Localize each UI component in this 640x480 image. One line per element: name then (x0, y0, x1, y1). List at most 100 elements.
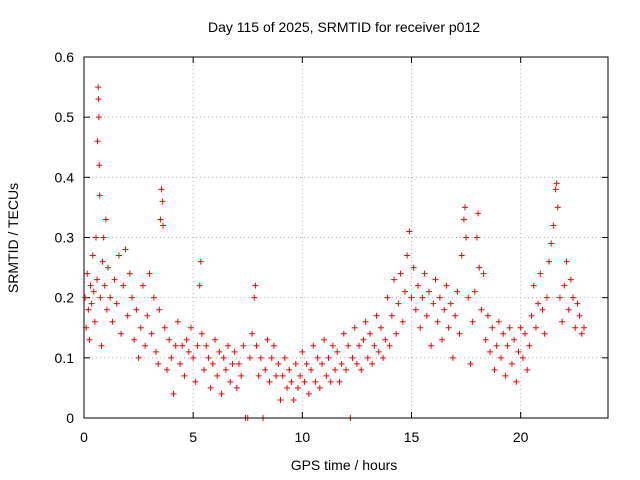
data-point (160, 222, 167, 229)
data-point (321, 336, 328, 343)
data-point (498, 354, 505, 361)
data-point (266, 378, 273, 385)
data-point (421, 270, 428, 277)
data-point (89, 252, 96, 259)
data-point (122, 246, 129, 253)
data-point (166, 336, 173, 343)
data-point (371, 342, 378, 349)
data-point (262, 366, 269, 373)
data-point (190, 354, 197, 361)
data-point (126, 270, 133, 277)
data-point (174, 318, 181, 325)
data-point (373, 312, 380, 319)
data-point (432, 276, 439, 283)
data-point (133, 306, 140, 313)
data-point (467, 360, 474, 367)
data-points (82, 84, 587, 421)
data-point (554, 204, 561, 211)
data-point (415, 282, 422, 289)
data-point (386, 342, 393, 349)
data-point (434, 318, 441, 325)
data-point (530, 282, 537, 289)
data-point (334, 348, 341, 355)
data-point (443, 282, 450, 289)
data-point (471, 288, 478, 295)
data-point (135, 354, 142, 361)
data-point (159, 198, 166, 205)
data-point (515, 348, 522, 355)
data-point (257, 354, 264, 361)
data-point (96, 162, 103, 169)
data-point (197, 258, 204, 265)
data-point (511, 336, 518, 343)
data-point (574, 300, 581, 307)
data-point (356, 342, 363, 349)
data-point (543, 294, 550, 301)
data-point (155, 360, 162, 367)
data-point (227, 378, 234, 385)
data-point (391, 276, 398, 283)
y-tick-label: 0.3 (55, 230, 75, 246)
data-point (369, 360, 376, 367)
data-point (109, 318, 116, 325)
data-point (580, 324, 587, 331)
data-point (519, 354, 526, 361)
data-point (447, 300, 454, 307)
data-point (395, 300, 402, 307)
data-point (482, 336, 489, 343)
data-point (475, 210, 482, 217)
data-point (436, 294, 443, 301)
data-point (495, 318, 502, 325)
data-point (236, 360, 243, 367)
data-point (502, 372, 509, 379)
data-point (578, 330, 585, 337)
plot-frame (83, 56, 609, 419)
data-point (286, 366, 293, 373)
data-point (351, 324, 358, 331)
data-point (559, 318, 566, 325)
data-point (115, 252, 122, 259)
data-point (139, 282, 146, 289)
data-point (96, 192, 103, 199)
data-point (229, 360, 236, 367)
chart-title: Day 115 of 2025, SRMTID for receiver p01… (208, 19, 480, 35)
data-point (105, 264, 112, 271)
data-point (288, 378, 295, 385)
x-tick-label: 15 (404, 429, 420, 445)
x-tick-label: 5 (189, 429, 197, 445)
y-tick-label: 0.4 (55, 169, 75, 185)
data-point (95, 96, 102, 103)
data-point (563, 258, 570, 265)
data-point (225, 342, 232, 349)
data-point (301, 378, 308, 385)
axis-ticks (83, 56, 608, 419)
data-point (535, 300, 542, 307)
data-point (476, 264, 483, 271)
data-point (388, 312, 395, 319)
data-point (268, 354, 275, 361)
data-point (107, 294, 114, 301)
data-point (576, 312, 583, 319)
data-point (93, 234, 100, 241)
data-point (532, 324, 539, 331)
data-point (441, 306, 448, 313)
data-point (98, 342, 105, 349)
data-point (97, 294, 104, 301)
data-point (550, 222, 557, 229)
data-point (461, 204, 468, 211)
data-point (233, 384, 240, 391)
x-tick-label: 10 (295, 429, 311, 445)
x-tick-label: 20 (513, 429, 529, 445)
data-point (249, 330, 256, 337)
data-point (100, 234, 107, 241)
y-tick-label: 0 (66, 410, 74, 426)
data-point (478, 306, 485, 313)
data-point (570, 294, 577, 301)
data-point (465, 294, 472, 301)
data-point (172, 342, 179, 349)
data-point (325, 354, 332, 361)
data-point (546, 258, 553, 265)
data-point (565, 306, 572, 313)
data-point (284, 384, 291, 391)
data-point (192, 378, 199, 385)
